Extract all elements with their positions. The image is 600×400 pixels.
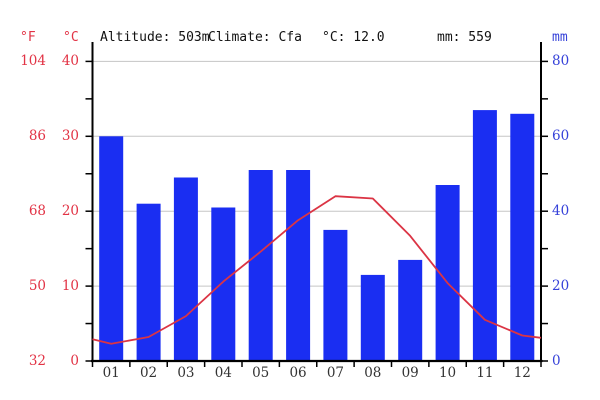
mm-unit-label: mm [552, 30, 568, 45]
month-label: 10 [438, 365, 457, 381]
month-label: 05 [252, 365, 270, 381]
precip-bar [99, 136, 124, 361]
precip-bar [173, 177, 198, 361]
altitude-label: Altitude: 503m [100, 30, 210, 45]
month-label: 06 [289, 365, 307, 381]
temperature-line [92, 195, 542, 345]
celsius-tick-label: 0 [70, 353, 79, 369]
climate-class-label: Climate: Cfa [208, 30, 302, 45]
precip-bar [398, 259, 423, 361]
precip-bar [360, 274, 385, 361]
month-label: 08 [364, 365, 382, 381]
month-label: 01 [102, 365, 120, 381]
mean-temp-label: °C: 12.0 [322, 30, 385, 45]
precip-bar [510, 113, 535, 361]
month-label: 12 [513, 365, 531, 381]
celsius-tick-label: 20 [61, 203, 79, 220]
mm-tick-label: 40 [552, 203, 570, 220]
precip-bar [323, 229, 348, 361]
month-label: 04 [214, 365, 232, 381]
fahrenheit-tick-label: 68 [28, 203, 46, 220]
mm-tick-label: 0 [552, 353, 561, 369]
fahrenheit-tick-label: 50 [28, 278, 46, 295]
fahrenheit-tick-label: 86 [28, 128, 46, 145]
annual-precip-label: mm: 559 [437, 30, 492, 45]
celsius-tick-label: 10 [61, 278, 79, 295]
mm-tick-label: 60 [552, 128, 570, 145]
month-label: 02 [139, 365, 158, 381]
fahrenheit-unit-label: °F [20, 30, 36, 45]
fahrenheit-tick-label: 32 [28, 353, 46, 369]
month-label: 07 [326, 365, 345, 381]
month-label: 09 [401, 365, 419, 381]
celsius-tick-label: 40 [61, 53, 79, 70]
month-label: 03 [177, 365, 195, 381]
fahrenheit-tick-label: 104 [20, 53, 46, 70]
month-label: 11 [476, 365, 494, 381]
precip-bar [211, 207, 236, 361]
mm-tick-label: 80 [552, 53, 570, 70]
precip-bar [286, 170, 311, 361]
precip-bar [248, 170, 273, 361]
celsius-unit-label: °C [63, 30, 79, 45]
celsius-tick-label: 30 [61, 128, 79, 145]
mm-tick-label: 20 [552, 278, 570, 295]
precip-bar [136, 203, 161, 361]
